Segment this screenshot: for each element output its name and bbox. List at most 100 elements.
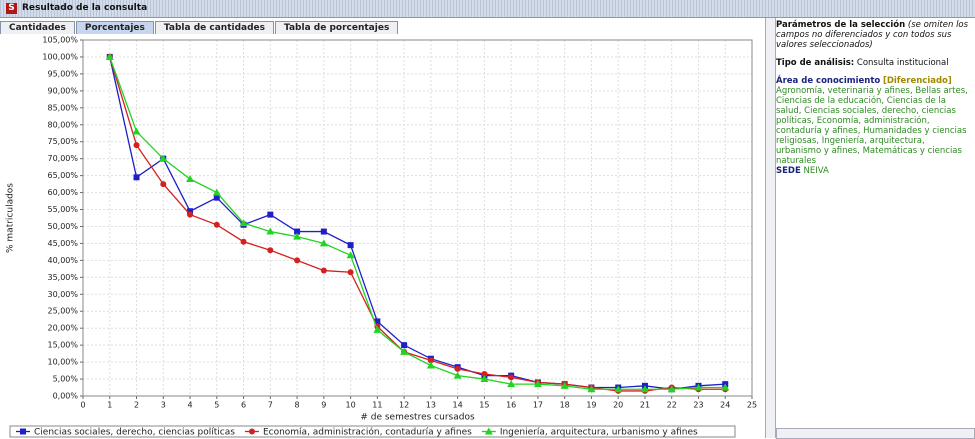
tab[interactable]: Tabla de porcentajes bbox=[275, 21, 399, 34]
x-tick-label: 14 bbox=[453, 401, 463, 410]
data-point bbox=[587, 385, 596, 393]
y-tick-label: 55,00% bbox=[47, 205, 78, 214]
y-tick-label: 65,00% bbox=[47, 171, 78, 180]
legend-label: Ingeniería, arquitectura, urbanismo y af… bbox=[500, 428, 698, 438]
horizontal-scrollbar[interactable] bbox=[776, 428, 975, 439]
x-tick-label: 22 bbox=[667, 401, 677, 410]
x-tick-label: 18 bbox=[560, 401, 570, 410]
data-point bbox=[373, 325, 382, 333]
data-point bbox=[400, 347, 409, 355]
x-tick-label: 17 bbox=[533, 401, 543, 410]
data-point bbox=[133, 142, 140, 149]
data-point bbox=[481, 370, 488, 377]
tab[interactable]: Porcentajes bbox=[75, 21, 154, 34]
data-point bbox=[426, 361, 435, 369]
x-tick-label: 16 bbox=[506, 401, 516, 410]
x-tick-label: 8 bbox=[295, 401, 300, 410]
x-tick-label: 1 bbox=[107, 401, 112, 410]
legend-label: Ciencias sociales, derecho, ciencias pol… bbox=[34, 428, 235, 438]
data-point bbox=[266, 227, 275, 235]
data-point bbox=[614, 385, 623, 393]
data-point bbox=[319, 239, 328, 247]
y-tick-label: 0,00% bbox=[53, 392, 79, 401]
y-tick-label: 15,00% bbox=[47, 341, 78, 350]
data-point bbox=[186, 175, 195, 183]
x-tick-label: 12 bbox=[399, 401, 409, 410]
data-point bbox=[346, 251, 355, 259]
data-point bbox=[560, 381, 569, 389]
series-line bbox=[109, 56, 726, 392]
splitter[interactable] bbox=[765, 18, 776, 438]
series-line bbox=[109, 56, 726, 390]
data-point bbox=[105, 52, 114, 60]
y-tick-label: 35,00% bbox=[47, 273, 78, 282]
y-tick-label: 45,00% bbox=[47, 239, 78, 248]
x-tick-label: 24 bbox=[720, 401, 730, 410]
legend-label: Economía, administración, contaduría y a… bbox=[263, 427, 472, 438]
y-tick-label: 40,00% bbox=[47, 256, 78, 265]
data-point bbox=[347, 269, 354, 276]
y-tick-label: 80,00% bbox=[47, 120, 78, 129]
title-bar: S Resultado de la consulta bbox=[0, 0, 975, 18]
data-point bbox=[640, 385, 649, 393]
x-tick-label: 19 bbox=[586, 401, 596, 410]
data-point bbox=[453, 371, 462, 379]
panel-note: (se omiten los campos no diferenciados y… bbox=[776, 20, 969, 50]
plot-border bbox=[82, 39, 753, 397]
data-point bbox=[213, 221, 220, 228]
data-point bbox=[294, 257, 301, 264]
x-tick-label: 21 bbox=[640, 401, 650, 410]
x-tick-label: 2 bbox=[134, 401, 139, 410]
x-tick-label: 4 bbox=[187, 401, 192, 410]
y-tick-label: 75,00% bbox=[47, 137, 78, 146]
tab-bar: Cantidades Porcentajes Tabla de cantidades… bbox=[0, 21, 399, 35]
y-tick-label: 30,00% bbox=[47, 290, 78, 299]
data-point bbox=[240, 238, 247, 245]
data-point bbox=[213, 194, 220, 201]
y-tick-label: 20,00% bbox=[47, 324, 78, 333]
area-status: [Diferenciado] bbox=[882, 76, 952, 86]
y-tick-label: 95,00% bbox=[47, 69, 78, 78]
x-tick-label: 23 bbox=[693, 401, 703, 410]
legend-marker bbox=[484, 427, 493, 435]
x-axis-label: # de semestres cursados bbox=[360, 413, 475, 423]
x-tick-label: 6 bbox=[241, 401, 246, 410]
y-tick-label: 90,00% bbox=[47, 86, 78, 95]
data-point bbox=[294, 228, 301, 235]
y-tick-label: 60,00% bbox=[47, 188, 78, 197]
series-line bbox=[109, 56, 726, 390]
y-axis-label: % matriculados bbox=[6, 183, 16, 253]
y-tick-label: 100,00% bbox=[42, 52, 78, 61]
x-tick-label: 10 bbox=[346, 401, 356, 410]
data-point bbox=[320, 267, 327, 274]
data-point bbox=[132, 127, 141, 135]
y-tick-label: 25,00% bbox=[47, 307, 78, 316]
sede-label: SEDE bbox=[776, 166, 801, 176]
chart: 0,00% 5,00% 10,00% 15,00% 20,00% 25,00% 30,00%… bbox=[6, 36, 757, 438]
data-point bbox=[401, 342, 408, 349]
x-tick-label: 9 bbox=[321, 401, 326, 410]
window-title: Resultado de la consulta bbox=[22, 3, 148, 13]
legend-box bbox=[9, 425, 736, 438]
x-tick-label: 7 bbox=[268, 401, 273, 410]
data-point bbox=[160, 181, 167, 188]
data-point bbox=[320, 228, 327, 235]
data-point bbox=[667, 385, 676, 393]
parameters-panel: Parámetros de la selección (se omiten lo… bbox=[776, 20, 972, 428]
data-point bbox=[374, 318, 381, 325]
y-tick-label: 10,00% bbox=[47, 358, 78, 367]
x-tick-label: 20 bbox=[613, 401, 623, 410]
x-tick-label: 13 bbox=[426, 401, 436, 410]
data-point bbox=[267, 211, 274, 218]
legend-marker bbox=[248, 428, 255, 435]
tab[interactable]: Cantidades bbox=[0, 21, 75, 34]
tab[interactable]: Tabla de cantidades bbox=[154, 21, 274, 34]
data-point bbox=[133, 174, 140, 181]
area-label: Área de conocimiento bbox=[776, 76, 881, 86]
y-tick-label: 50,00% bbox=[47, 222, 78, 231]
data-point bbox=[533, 380, 542, 388]
data-point bbox=[159, 154, 168, 162]
x-tick-label: 25 bbox=[747, 401, 757, 410]
x-tick-label: 5 bbox=[214, 401, 219, 410]
data-point bbox=[293, 232, 302, 240]
